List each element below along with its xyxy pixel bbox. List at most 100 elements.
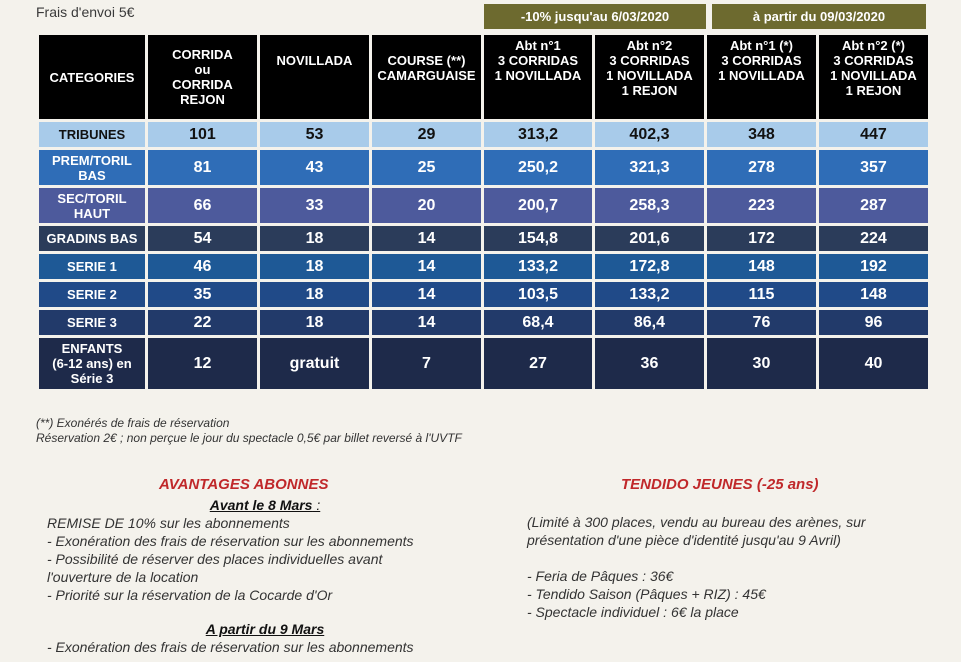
header-line: 1 NOVILLADA [718, 68, 805, 83]
price-cell: 224 [818, 226, 928, 251]
tendido-title: TENDIDO JEUNES (-25 ans) [621, 476, 819, 493]
row-category: SERIE 1 [39, 254, 145, 279]
price-cell: 18 [259, 254, 369, 279]
price-cell: 115 [706, 282, 816, 307]
header-abt2-early: Abt n°2 3 CORRIDAS 1 NOVILLADA 1 REJON [594, 35, 704, 119]
price-cell: 14 [371, 254, 481, 279]
price-cell: gratuit [259, 338, 369, 389]
list-item: REMISE DE 10% sur les abonnements [47, 515, 290, 531]
price-cell: 96 [818, 310, 928, 335]
table-row: SEC/TORIL HAUT 66 33 20 200,7 258,3 223 2… [39, 188, 928, 223]
before-heading-colon: : [312, 497, 321, 513]
category-line: SEC/TORIL [57, 190, 127, 206]
price-cell: 357 [818, 150, 928, 185]
price-cell: 133,2 [483, 254, 592, 279]
price-cell: 278 [706, 150, 816, 185]
advantages-block: Avant le 8 Mars : REMISE DE 10% sur les … [47, 496, 447, 656]
category-line: SERIE 3 [67, 315, 117, 330]
price-cell: 81 [147, 150, 257, 185]
category-line: Série 3 [70, 371, 114, 386]
price-cell: 172,8 [594, 254, 704, 279]
header-line: Abt n°1 (*) [729, 38, 793, 53]
table-row: GRADINS BAS 54 18 14 154,8 201,6 172 224 [39, 226, 928, 251]
price-cell: 46 [147, 254, 257, 279]
list-item: - Feria de Pâques : 36€ [527, 568, 674, 584]
price-cell: 7 [371, 338, 481, 389]
price-cell: 25 [371, 150, 481, 185]
header-line: 1 NOVILLADA [830, 68, 917, 83]
header-abt1-late: Abt n°1 (*) 3 CORRIDAS 1 NOVILLADA [706, 35, 816, 119]
price-cell: 101 [147, 122, 257, 147]
header-line: 1 NOVILLADA [606, 68, 693, 83]
header-line: 3 CORRIDAS [609, 53, 690, 68]
price-cell: 18 [259, 310, 369, 335]
row-category: PREM/TORIL BAS [39, 150, 145, 185]
price-cell: 30 [706, 338, 816, 389]
price-cell: 33 [259, 188, 369, 223]
header-line: 3 CORRIDAS [721, 53, 802, 68]
table-row: PREM/TORIL BAS 81 43 25 250,2 321,3 278 3… [39, 150, 928, 185]
price-cell: 29 [371, 122, 481, 147]
list-item: - Exonération des frais de réservation s… [47, 533, 414, 549]
before-heading-text: Avant le 8 Mars [209, 497, 313, 513]
table-row: ENFANTS (6-12 ans) en Série 3 12 gratuit 7… [39, 338, 928, 389]
table-row: TRIBUNES 101 53 29 313,2 402,3 348 447 [39, 122, 928, 147]
tendido-intro-line: présentation d'une pièce d'identité jusq… [527, 532, 841, 548]
header-line: Abt n°2 [626, 38, 673, 53]
footnotes: (**) Exonérés de frais de réservation Ré… [36, 416, 462, 446]
price-cell: 18 [259, 226, 369, 251]
price-cell: 348 [706, 122, 816, 147]
price-cell: 43 [259, 150, 369, 185]
price-cell: 36 [594, 338, 704, 389]
list-item: - Possibilité de réserver des places ind… [47, 551, 383, 567]
before-heading: Avant le 8 Mars : [47, 496, 447, 514]
category-line: (6-12 ans) en [52, 356, 132, 371]
header-line: Abt n°1 [515, 38, 561, 53]
price-cell: 402,3 [594, 122, 704, 147]
table-header-row: CATEGORIES CORRIDA ou CORRIDA REJON NOVI… [39, 35, 928, 119]
header-line: 3 CORRIDAS [833, 53, 914, 68]
price-cell: 22 [147, 310, 257, 335]
header-line: 1 REJON [621, 83, 678, 98]
price-cell: 172 [706, 226, 816, 251]
header-corrida-line: ou [194, 62, 211, 77]
price-cell: 287 [818, 188, 928, 223]
header-line: 3 CORRIDAS [497, 53, 579, 68]
list-item: - Tendido Saison (Pâques + RIZ) : 45€ [527, 586, 766, 602]
tendido-block: (Limité à 300 places, vendu au bureau de… [527, 513, 927, 621]
price-cell: 258,3 [594, 188, 704, 223]
period-early-banner: -10% jusqu'au 6/03/2020 [484, 4, 706, 29]
price-cell: 133,2 [594, 282, 704, 307]
price-cell: 53 [259, 122, 369, 147]
header-course-line: COURSE (**) [387, 53, 466, 68]
advantages-title: AVANTAGES ABONNES [159, 476, 329, 493]
price-cell: 68,4 [483, 310, 592, 335]
header-novillada: NOVILLADA [259, 35, 369, 119]
list-item: l'ouverture de la location [47, 569, 199, 585]
price-cell: 154,8 [483, 226, 592, 251]
category-line: BAS [78, 167, 106, 183]
category-line: HAUT [73, 205, 111, 221]
category-line: PREM/TORIL [52, 152, 132, 168]
table-row: SERIE 2 35 18 14 103,5 133,2 115 148 [39, 282, 928, 307]
price-cell: 201,6 [594, 226, 704, 251]
category-line: GRADINS BAS [46, 231, 138, 246]
price-cell: 76 [706, 310, 816, 335]
period-late-banner: à partir du 09/03/2020 [712, 4, 926, 29]
list-item: - Priorité sur la réservation de la Coca… [47, 587, 333, 603]
price-cell: 148 [706, 254, 816, 279]
footnote-line: Réservation 2€ ; non perçue le jour du s… [36, 431, 462, 445]
header-corrida-line: CORRIDA [172, 77, 233, 92]
header-abt1-early: Abt n°1 3 CORRIDAS 1 NOVILLADA [483, 35, 592, 119]
category-line: ENFANTS [61, 341, 123, 356]
price-cell: 223 [706, 188, 816, 223]
price-cell: 86,4 [594, 310, 704, 335]
row-category: SEC/TORIL HAUT [39, 188, 145, 223]
list-item: - Spectacle individuel : 6€ la place [527, 604, 739, 620]
price-cell: 35 [147, 282, 257, 307]
category-line: TRIBUNES [58, 127, 126, 142]
price-cell: 14 [371, 310, 481, 335]
price-cell: 192 [818, 254, 928, 279]
price-cell: 27 [483, 338, 592, 389]
header-line: 1 REJON [845, 83, 902, 98]
